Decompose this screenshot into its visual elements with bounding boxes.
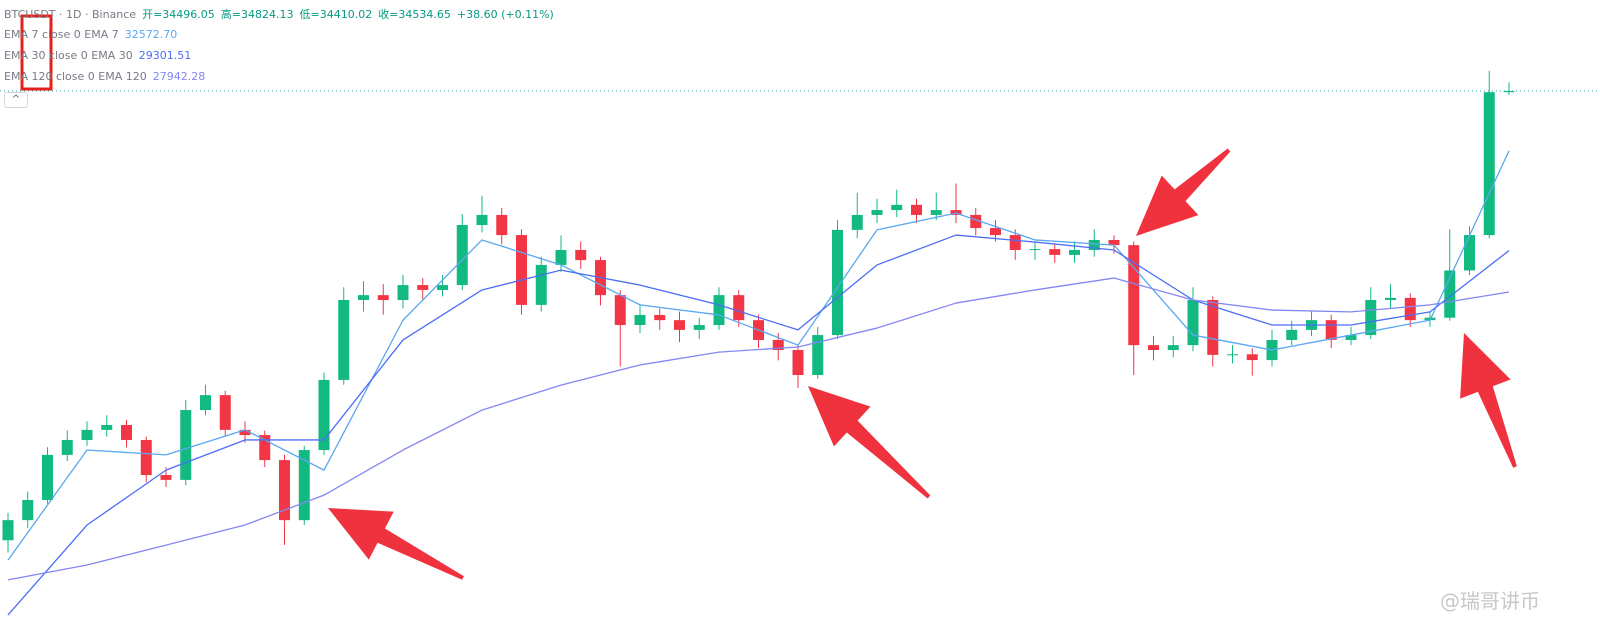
candle-body: [1286, 329, 1298, 340]
candle-body: [1345, 335, 1357, 340]
candle-body: [2, 520, 14, 541]
ema-line: [7, 277, 1510, 581]
candle-body: [61, 439, 73, 455]
candle-body: [911, 204, 922, 215]
candle-body: [535, 264, 547, 305]
candle-body: [121, 425, 132, 440]
candle-body: [358, 295, 369, 301]
candle-body: [654, 314, 666, 321]
collapse-button[interactable]: ^: [4, 92, 28, 108]
candle-body: [930, 210, 942, 215]
candle-body: [1009, 235, 1021, 251]
candle-body: [772, 339, 784, 351]
indicator-name: EMA 7 close 0 EMA 7: [4, 28, 119, 41]
candle-body: [1029, 249, 1041, 251]
candle-body: [437, 285, 448, 290]
candle-body: [1404, 297, 1416, 321]
candle-body: [377, 295, 389, 301]
candle-body: [1207, 300, 1219, 355]
candle-body: [832, 229, 843, 336]
candle-body: [259, 435, 271, 461]
annotation-arrow: [1460, 333, 1517, 468]
ohlc-open: 开=34496.05: [142, 8, 215, 21]
indicator-value: 29301.51: [138, 49, 192, 62]
candle-body: [713, 295, 725, 326]
candle-body: [81, 429, 93, 440]
candle-body: [674, 320, 685, 330]
ohlc-change: +38.60 (+0.11%): [456, 8, 554, 21]
candle-body: [1187, 300, 1199, 346]
candle-body: [1503, 91, 1515, 93]
candle-body: [160, 475, 172, 480]
candle-body: [812, 335, 824, 376]
candle-body: [1325, 320, 1337, 340]
candle-body: [298, 450, 310, 521]
candle-body: [318, 379, 330, 451]
candle-body: [851, 214, 863, 230]
candle-body: [200, 395, 211, 411]
candle-body: [239, 429, 251, 436]
candle-body: [1148, 345, 1159, 351]
indicator-name: EMA 120 close 0 EMA 120: [4, 70, 147, 83]
annotation-arrow: [808, 386, 931, 499]
candle-body: [1069, 250, 1080, 255]
candle-body: [970, 214, 982, 229]
symbol-row: BTCUSDT · 1D · Binance 开=34496.05 高=34824.…: [4, 6, 560, 22]
annotation-arrow: [1136, 148, 1231, 236]
candle-body: [180, 410, 192, 480]
candle-body: [496, 214, 508, 236]
candle-body: [1128, 245, 1140, 346]
candle-body: [614, 295, 626, 326]
candle-body: [1464, 235, 1475, 271]
candle-body: [1483, 92, 1495, 236]
candle-body: [891, 204, 903, 211]
indicator-value: 32572.70: [124, 28, 178, 41]
candle-body: [1365, 300, 1377, 336]
candle-body: [733, 295, 745, 321]
indicator-value: 27942.28: [152, 70, 206, 83]
ohlc-close: 收=34534.65: [378, 8, 451, 21]
ema-line: [7, 234, 1510, 616]
candle-body: [219, 395, 231, 430]
candle-body: [871, 210, 883, 215]
indicator-row[interactable]: EMA 120 close 0 EMA 120 27942.28: [4, 70, 211, 83]
candle-body: [792, 350, 804, 376]
ohlc-low: 低=34410.02: [299, 8, 373, 21]
candle-body: [555, 250, 567, 265]
candle-body: [1246, 354, 1258, 361]
candle-body: [140, 439, 152, 476]
candle-body: [516, 235, 527, 305]
candle-body: [1227, 354, 1238, 356]
annotation-arrow: [328, 508, 464, 580]
candle-body: [279, 460, 290, 521]
candle-body: [1088, 239, 1100, 251]
indicator-row[interactable]: EMA 7 close 0 EMA 7 32572.70: [4, 28, 183, 41]
candle-body: [397, 285, 409, 301]
indicator-name: EMA 30 close 0 EMA 30: [4, 49, 133, 62]
ohlc-high: 高=34824.13: [220, 8, 294, 21]
symbol: BTCUSDT · 1D · Binance: [4, 8, 137, 21]
candle-body: [1049, 249, 1061, 255]
candle-body: [693, 325, 705, 330]
candle-body: [990, 228, 1001, 236]
candle-body: [456, 225, 468, 286]
indicator-row[interactable]: EMA 30 close 0 EMA 30 29301.51: [4, 49, 197, 62]
candle-body: [1385, 297, 1396, 301]
candle-body: [417, 285, 429, 290]
candle-body: [338, 300, 350, 380]
candle-body: [42, 454, 53, 501]
watermark: @瑞哥讲币: [1440, 589, 1540, 613]
candle-body: [1167, 345, 1179, 351]
candle-body: [634, 314, 646, 326]
candle-body: [101, 425, 113, 430]
candle-body: [476, 214, 488, 226]
candle-body: [22, 500, 34, 521]
highlight-box: [20, 14, 53, 91]
candle-body: [1444, 270, 1456, 318]
ema-line: [7, 150, 1510, 561]
candle-body: [1108, 239, 1120, 246]
candle-body: [575, 250, 587, 261]
